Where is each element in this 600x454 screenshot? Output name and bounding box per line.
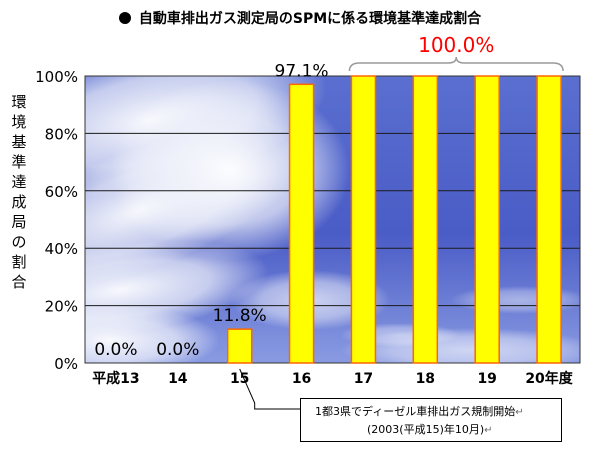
bar [412, 75, 439, 364]
value-label: 0.0% [94, 340, 137, 360]
bars [226, 75, 562, 364]
note-line-1: 1都3県でディーゼル車排出ガス規制開始↵ [315, 405, 524, 418]
bracket-label: 100.0% [418, 33, 494, 57]
y-axis-label: 環境基準達成局の割合 [11, 93, 27, 291]
bullet-icon [118, 12, 131, 24]
y-tick-label: 60% [45, 183, 78, 201]
chart-title: 自動車排出ガス測定局のSPMに係る環境基準達成割合 [0, 8, 600, 28]
x-tick-label: 18 [416, 371, 435, 387]
value-label: 11.8% [213, 306, 267, 326]
note-line-2: (2003(平成15)年10月)↵ [367, 423, 493, 436]
bar [350, 75, 377, 364]
x-tick-label: 20年度 [525, 370, 573, 387]
return-mark-icon: ↵ [515, 407, 524, 418]
bar [474, 75, 500, 364]
y-tick-label: 100% [35, 68, 78, 86]
bar [288, 83, 315, 364]
x-tick-label: 17 [354, 371, 373, 387]
leader-line [239, 368, 300, 410]
annotation: 100.0% [239, 33, 564, 410]
y-tick-label: 40% [45, 240, 78, 258]
x-tick-label: 14 [168, 371, 188, 387]
bracket [348, 56, 564, 72]
y-tick-label: 0% [54, 355, 78, 373]
y-tick-label: 20% [45, 298, 78, 316]
value-labels: 0.0% 0.0% 11.8% 97.1% [94, 61, 328, 360]
y-tick-label: 80% [45, 125, 78, 143]
chart-title-text: 自動車排出ガス測定局のSPMに係る環境基準達成割合 [138, 11, 482, 27]
x-tick-label: 16 [292, 371, 311, 387]
value-label: 0.0% [156, 340, 199, 360]
plot-border [84, 75, 581, 364]
bar [536, 75, 562, 364]
value-label: 97.1% [275, 61, 329, 81]
annotation-note: 1都3県でディーゼル車排出ガス規制開始↵ (2003(平成15)年10月)↵ [300, 398, 562, 442]
x-tick-label: 平成13 [92, 370, 139, 387]
x-axis-ticks: 平成13 14 15 16 17 18 19 20年度 [92, 370, 574, 387]
bar [226, 328, 253, 364]
x-tick-label: 19 [477, 371, 496, 387]
x-tick-label: 15 [230, 371, 249, 387]
return-mark-icon: ↵ [484, 425, 493, 436]
y-axis-ticks: 0% 20% 40% 60% 80% 100% [35, 68, 78, 373]
